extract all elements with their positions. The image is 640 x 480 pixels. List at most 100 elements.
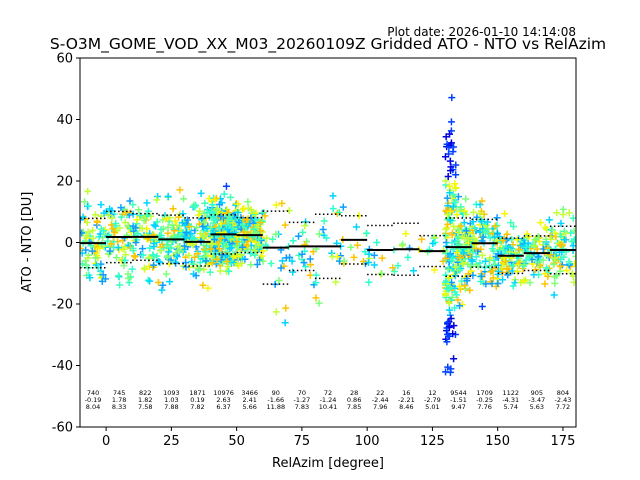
scatter-point <box>289 268 297 276</box>
scatter-point <box>446 157 454 165</box>
scatter-point <box>225 221 233 229</box>
scatter-point <box>254 223 262 231</box>
scatter-point <box>182 263 190 271</box>
scatter-point <box>452 171 460 179</box>
scatter-point <box>210 219 218 227</box>
scatter-point <box>167 256 175 264</box>
scatter-point <box>295 232 303 240</box>
plot-date-label: Plot date: 2026-01-10 14:14:08 <box>387 25 576 39</box>
scatter-point <box>443 194 451 202</box>
y-tick-label: 20 <box>56 175 73 190</box>
scatter-point <box>456 302 464 310</box>
scatter-point <box>173 253 181 261</box>
scatter-point <box>442 290 450 298</box>
scatter-point <box>192 272 200 280</box>
scatter-point <box>450 322 458 330</box>
scatter-point <box>446 251 454 259</box>
scatter-point <box>453 211 461 219</box>
scatter-point <box>89 234 97 242</box>
scatter-point <box>478 303 486 311</box>
bin-count-label: 16 <box>402 389 410 397</box>
y-tick-label: 0 <box>65 236 73 251</box>
scatter-point <box>146 277 154 285</box>
scatter-point <box>166 214 174 222</box>
bin-mean-label: -2.44 <box>372 396 389 404</box>
bin-mean-label: -2.79 <box>424 396 441 404</box>
scatter-point <box>104 237 112 245</box>
scatter-point <box>278 257 286 265</box>
scatter-point <box>275 277 283 284</box>
scatter-point <box>152 222 160 230</box>
bin-count-label: 1122 <box>502 389 519 397</box>
bin-mean-label: -1.24 <box>320 396 337 404</box>
scatter-point <box>466 286 474 294</box>
scatter-point <box>247 206 255 214</box>
scatter-point <box>216 200 224 208</box>
scatter-point <box>272 308 280 316</box>
bin-mean-label: -0.25 <box>476 396 493 404</box>
scatter-point <box>476 210 484 218</box>
scatter-point <box>530 242 538 250</box>
scatter-point <box>82 246 90 254</box>
scatter-point <box>453 249 461 257</box>
scatter-point <box>217 213 225 221</box>
bin-mean-label: 2.41 <box>242 396 256 404</box>
scatter-point <box>206 268 214 276</box>
scatter-point <box>504 271 512 279</box>
scatter-point <box>312 271 320 279</box>
scatter-point <box>476 259 484 267</box>
scatter-point <box>323 234 331 242</box>
scatter-point <box>493 275 501 283</box>
scatter-point <box>361 248 369 256</box>
scatter-point <box>503 265 511 273</box>
scatter-point <box>550 260 558 268</box>
scatter-point <box>447 257 455 265</box>
bin-std-label: 5.74 <box>503 403 517 411</box>
scatter-point <box>468 257 476 265</box>
scatter-point <box>99 227 107 235</box>
scatter-point <box>495 246 503 254</box>
bin-mean-label: -0.19 <box>85 396 102 404</box>
scatter-point <box>442 231 450 239</box>
scatter-point <box>252 209 260 217</box>
scatter-point <box>451 180 459 188</box>
bin-std-label: 11.88 <box>266 403 285 411</box>
scatter-point <box>465 247 473 255</box>
scatter-point <box>363 229 371 237</box>
scatter-point <box>410 267 418 275</box>
y-axis-ticks: -60 -40 -20 0 20 40 60 <box>52 52 80 436</box>
scatter-point <box>259 257 267 265</box>
scatter-point <box>300 259 308 267</box>
scatter-point <box>298 250 306 258</box>
scatter-point <box>295 251 303 259</box>
scatter-point <box>365 278 373 286</box>
scatter-point <box>460 207 468 215</box>
scatter-point <box>272 201 280 209</box>
scatter-point <box>83 218 91 226</box>
scatter-point <box>448 239 456 247</box>
scatter-point <box>128 265 136 273</box>
scatter-point <box>402 230 410 238</box>
bin-mean-label: 1.78 <box>112 396 126 404</box>
scatter-point <box>565 209 573 217</box>
scatter-point <box>121 256 129 264</box>
scatter-point <box>289 237 297 245</box>
scatter-point <box>144 234 152 242</box>
scatter-point <box>109 225 117 233</box>
scatter-point <box>446 130 454 138</box>
scatter-point <box>135 206 143 214</box>
scatter-point <box>529 241 537 249</box>
scatter-point <box>470 208 478 216</box>
scatter-point <box>546 251 554 259</box>
bin-count-label: 22 <box>376 389 384 397</box>
bin-count-label: 1093 <box>163 389 180 397</box>
scatter-point <box>489 274 497 282</box>
bin-count-label: 28 <box>350 389 358 397</box>
y-tick-label: 60 <box>56 52 73 67</box>
scatter-point <box>159 281 167 289</box>
scatter-point <box>153 196 161 204</box>
scatter-point <box>486 256 494 264</box>
scatter-point <box>352 223 360 231</box>
